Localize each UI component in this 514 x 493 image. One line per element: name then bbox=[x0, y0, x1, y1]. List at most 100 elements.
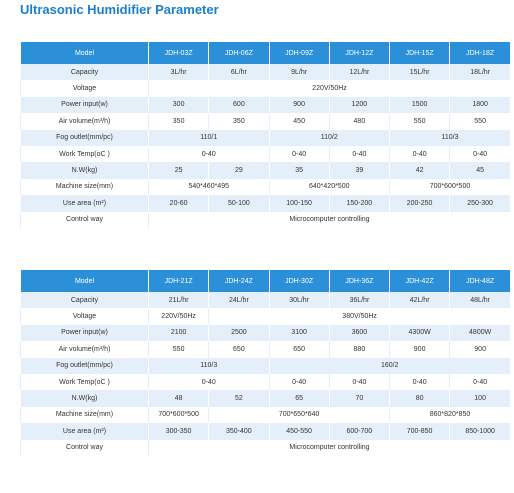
header-cell: JDH-24Z bbox=[208, 270, 269, 292]
cell: 600-700 bbox=[328, 423, 390, 440]
cell: 350 bbox=[147, 113, 209, 130]
cell: 900 bbox=[388, 341, 450, 358]
header-row: Model JDH-03Z JDH-06Z JDH-09Z JDH-12Z JDH-15Z… bbox=[20, 42, 510, 64]
table-row: Capacity 3L/hr 6L/hr 9L/hr 12L/hr 15L/hr 18L/h… bbox=[20, 64, 510, 81]
cell: 110/3 bbox=[148, 357, 269, 374]
table-row: Work Temp(oC ) 0-40 0-40 0-40 0-40 0-40 bbox=[20, 373, 510, 391]
header-cell: JDH-42Z bbox=[388, 270, 450, 292]
cell: 65 bbox=[268, 390, 330, 407]
row-label: N.W(kg) bbox=[20, 390, 149, 407]
cell: 550 bbox=[147, 341, 209, 358]
cell: 20-60 bbox=[147, 195, 209, 212]
cell: 1800 bbox=[449, 96, 510, 114]
table-body: Capacity 3L/hr 6L/hr 9L/hr 12L/hr 15L/hr 18L/h… bbox=[20, 64, 510, 228]
row-label: Machine size(mm) bbox=[20, 406, 149, 424]
cell: 3100 bbox=[268, 324, 330, 342]
cell: 300 bbox=[147, 96, 209, 114]
header-cell: JDH-03Z bbox=[147, 42, 209, 64]
cell: 45 bbox=[449, 162, 510, 179]
cell: 650 bbox=[268, 341, 330, 358]
cell: 700*600*500 bbox=[389, 178, 510, 196]
cell: 110/2 bbox=[268, 129, 390, 146]
row-label: Air volume(m³/h) bbox=[20, 113, 149, 130]
cell: 36L/hr bbox=[328, 292, 390, 309]
cell: 42 bbox=[388, 162, 450, 179]
row-label: Air volume(m³/h) bbox=[20, 341, 149, 358]
table-row: Voltage 220V/50Hz bbox=[20, 80, 510, 97]
table-row: Air volume(m³/h) 550 650 650 880 900 900 bbox=[20, 341, 510, 358]
cell: 640*420*500 bbox=[268, 178, 390, 196]
cell: 250-300 bbox=[449, 195, 510, 212]
cell: 18L/hr bbox=[449, 64, 510, 81]
row-label: Work Temp(oC ) bbox=[20, 145, 149, 163]
cell: 21L/hr bbox=[147, 292, 209, 309]
cell: 2100 bbox=[147, 324, 209, 342]
header-cell: JDH-06Z bbox=[208, 42, 269, 64]
cell: 480 bbox=[328, 113, 390, 130]
row-label: Power input(w) bbox=[20, 96, 149, 114]
cell: 80 bbox=[388, 390, 450, 407]
header-cell: Model bbox=[20, 42, 149, 64]
cell: 3600 bbox=[328, 324, 390, 342]
row-label: Power input(w) bbox=[20, 324, 149, 342]
cell: 350 bbox=[208, 113, 269, 130]
cell: 110/3 bbox=[389, 129, 510, 146]
cell: 450-550 bbox=[268, 423, 330, 440]
row-label: Fog outlet(mm/pc) bbox=[20, 129, 149, 146]
table-row: Work Temp(oC ) 0-40 0-40 0-40 0-40 0-40 bbox=[20, 145, 510, 163]
table-row: Control way Microcomputer controlling bbox=[20, 439, 510, 456]
cell: 3L/hr bbox=[147, 64, 209, 81]
cell: 0-40 bbox=[148, 373, 269, 391]
cell: 880 bbox=[328, 341, 390, 358]
cell: 25 bbox=[147, 162, 209, 179]
table-header: Model JDH-21Z JDH-24Z JDH-30Z JDH-36Z JDH-42Z… bbox=[20, 270, 510, 292]
row-label: Use area (m²) bbox=[20, 423, 149, 440]
table-row: Use area (m²) 300-350 350-400 450-550 600-70… bbox=[20, 423, 510, 440]
cell: 0-40 bbox=[388, 145, 450, 163]
header-cell: JDH-12Z bbox=[328, 42, 390, 64]
row-label: Work Temp(oC ) bbox=[20, 373, 149, 391]
cell: 4800W bbox=[449, 324, 510, 342]
table-row: N.W(kg) 48 52 65 70 80 100 bbox=[20, 390, 510, 407]
header-cell: JDH-18Z bbox=[449, 42, 510, 64]
cell: 24L/hr bbox=[208, 292, 269, 309]
header-cell: JDH-36Z bbox=[328, 270, 390, 292]
table-header: Model JDH-03Z JDH-06Z JDH-09Z JDH-12Z JDH-15Z… bbox=[20, 42, 510, 64]
cell: 0-40 bbox=[268, 145, 330, 163]
cell: 50-100 bbox=[208, 195, 269, 212]
cell: 0-40 bbox=[148, 145, 269, 163]
spec-table: Model JDH-21Z JDH-24Z JDH-30Z JDH-36Z JDH-42Z… bbox=[20, 270, 510, 456]
row-label: Fog outlet(mm/pc) bbox=[20, 357, 149, 374]
page-title: Ultrasonic Humidifier Parameter bbox=[20, 2, 219, 17]
table-row: Fog outlet(mm/pc) 110/1 110/2 110/3 bbox=[20, 129, 510, 146]
cell: 9L/hr bbox=[268, 64, 330, 81]
header-cell: Model bbox=[20, 270, 149, 292]
cell: 48L/hr bbox=[449, 292, 510, 309]
cell: 150-200 bbox=[328, 195, 390, 212]
header-cell: JDH-30Z bbox=[268, 270, 330, 292]
cell: 70 bbox=[328, 390, 390, 407]
cell: 48 bbox=[147, 390, 209, 407]
cell: 0-40 bbox=[388, 373, 450, 391]
cell: 1500 bbox=[388, 96, 450, 114]
row-label: Voltage bbox=[20, 308, 149, 325]
table-body: Capacity 21L/hr 24L/hr 30L/hr 36L/hr 42L/hr 48… bbox=[20, 292, 510, 456]
spec-table: Model JDH-03Z JDH-06Z JDH-09Z JDH-12Z JDH-15Z… bbox=[20, 42, 510, 228]
cell: 100 bbox=[449, 390, 510, 407]
table-row: Fog outlet(mm/pc) 110/3 160/2 bbox=[20, 357, 510, 374]
cell: 700*600*500 bbox=[147, 406, 209, 424]
table-row: Voltage 220V/50Hz 380V/50Hz bbox=[20, 308, 510, 325]
table-row: Machine size(mm) 540*460*495 640*420*500 70… bbox=[20, 178, 510, 196]
cell: 15L/hr bbox=[388, 64, 450, 81]
cell: 1200 bbox=[328, 96, 390, 114]
table-row: Capacity 21L/hr 24L/hr 30L/hr 36L/hr 42L/hr 48… bbox=[20, 292, 510, 309]
cell: 100-150 bbox=[268, 195, 330, 212]
cell: 160/2 bbox=[268, 357, 510, 374]
row-label: Voltage bbox=[20, 80, 149, 97]
cell: 600 bbox=[208, 96, 269, 114]
header-cell: JDH-48Z bbox=[449, 270, 510, 292]
row-label: Control way bbox=[20, 439, 149, 456]
cell: 650 bbox=[208, 341, 269, 358]
cell: 540*460*495 bbox=[148, 178, 269, 196]
